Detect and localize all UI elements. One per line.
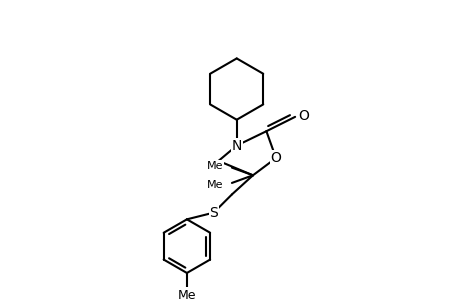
Text: O: O xyxy=(298,109,308,123)
Text: Me: Me xyxy=(177,289,196,300)
Text: O: O xyxy=(270,151,281,165)
Text: S: S xyxy=(209,206,218,220)
Text: Me: Me xyxy=(207,180,223,190)
Text: Me: Me xyxy=(207,161,223,171)
Text: N: N xyxy=(231,139,241,153)
